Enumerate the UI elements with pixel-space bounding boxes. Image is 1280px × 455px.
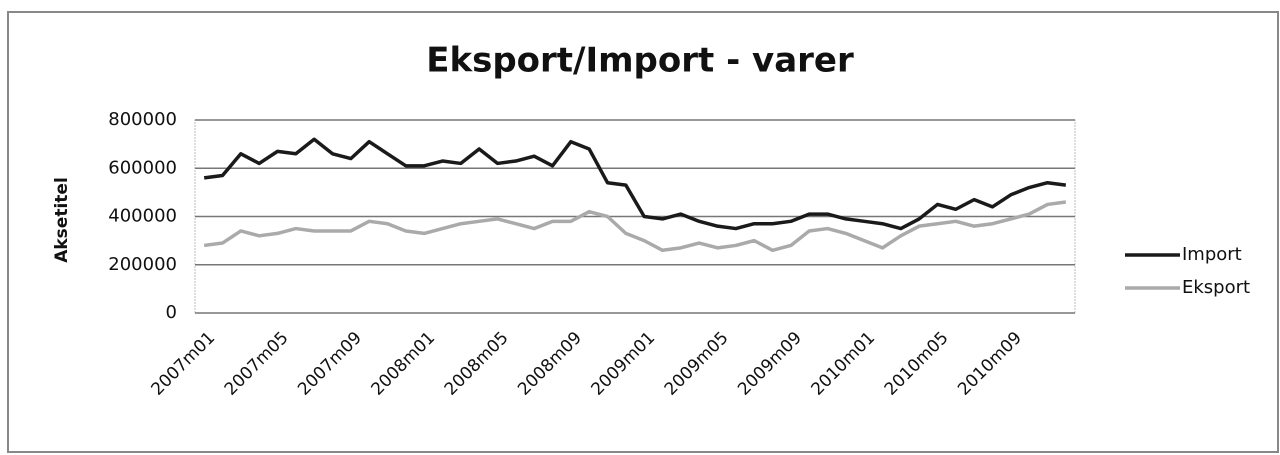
y-axis-label: Aksetitel [52, 177, 72, 263]
legend-label: Eksport [1182, 277, 1250, 298]
chart-title: Eksport/Import - varer [426, 41, 854, 81]
chart-frame [7, 11, 1279, 453]
y-tick-label: 800000 [108, 109, 177, 130]
y-tick-label: 400000 [108, 206, 177, 227]
series-line [203, 200, 1067, 253]
y-tick-label: 200000 [108, 254, 177, 275]
legend-label: Import [1182, 244, 1242, 265]
y-tick-label: 600000 [108, 157, 177, 178]
series-line [203, 137, 1067, 231]
y-tick-label: 0 [166, 302, 177, 323]
